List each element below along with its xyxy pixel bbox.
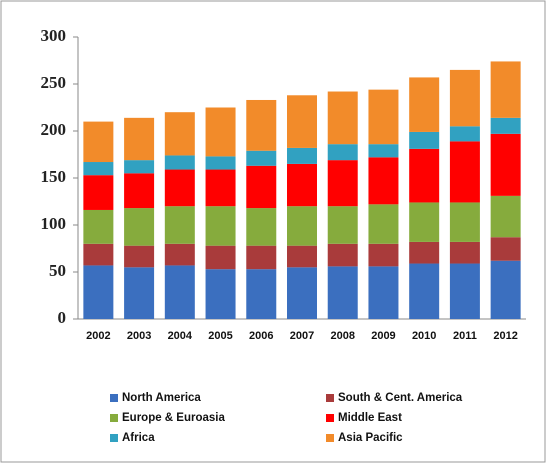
legend-label: Europe & Euroasia	[122, 412, 225, 424]
bar-segment	[205, 269, 236, 319]
legend-swatch	[110, 434, 118, 442]
bar-segment	[449, 241, 480, 264]
legend-label: North America	[122, 392, 201, 404]
x-tick-label: 2012	[493, 330, 517, 342]
bar-segment	[368, 204, 399, 244]
bar-segment	[449, 263, 480, 319]
bar-segment	[83, 243, 114, 266]
bar-segment	[124, 245, 155, 268]
y-tick-label: 150	[41, 167, 67, 186]
bar-segment	[490, 133, 521, 196]
bar-segment	[368, 157, 399, 205]
x-tick-label: 2009	[371, 330, 395, 342]
bar-segment	[83, 265, 114, 319]
x-tick-label: 2008	[330, 330, 354, 342]
y-tick-label: 200	[41, 120, 67, 139]
bar-segment	[164, 112, 195, 156]
bar-segment	[83, 209, 114, 244]
bar-segment	[124, 160, 155, 174]
legend-label: South & Cent. America	[338, 392, 463, 404]
legend-swatch	[326, 434, 334, 442]
bar-segment	[164, 265, 195, 319]
bar-segment	[327, 144, 358, 161]
legend-swatch	[110, 394, 118, 402]
bar-segment	[287, 267, 317, 319]
bar-segment	[490, 195, 521, 238]
bar-segment	[409, 77, 440, 132]
bar-segment	[205, 206, 236, 246]
bar-segment	[409, 263, 440, 319]
legend-swatch	[326, 414, 334, 422]
bar-segment	[449, 69, 480, 127]
bar-segment	[164, 169, 195, 207]
bar-segment	[124, 173, 155, 209]
y-tick-label: 100	[41, 214, 67, 233]
bar-segment	[327, 160, 358, 207]
bar-segment	[83, 175, 114, 210]
bar-segment	[124, 208, 155, 246]
x-tick-label: 2007	[290, 330, 314, 342]
bar-segment	[368, 89, 399, 145]
x-tick-label: 2011	[453, 330, 477, 342]
bar-segment	[449, 126, 480, 142]
bar-segment	[287, 245, 317, 268]
bar-segment	[246, 208, 277, 246]
bar-segment	[409, 131, 440, 149]
legend-swatch	[110, 414, 118, 422]
bar-segment	[205, 169, 236, 207]
x-tick-label: 2003	[127, 330, 151, 342]
bar-segment	[449, 202, 480, 242]
bar-segment	[490, 260, 521, 319]
bar-segment	[205, 245, 236, 270]
bar-segment	[124, 117, 155, 161]
bar-segment	[327, 243, 358, 267]
bar-segment	[327, 206, 358, 244]
bar-segment	[246, 99, 277, 151]
bar-segment	[287, 163, 317, 207]
bar-segment	[246, 150, 277, 166]
bar-segment	[368, 243, 399, 267]
legend-swatch	[326, 394, 334, 402]
bar-segment	[327, 91, 358, 145]
bar-segment	[287, 95, 317, 148]
bar-segment	[490, 237, 521, 261]
legend-label: Africa	[122, 432, 155, 444]
bar-segment	[368, 266, 399, 319]
bar-segment	[164, 243, 195, 266]
x-tick-label: 2005	[208, 330, 232, 342]
legend-label: Asia Pacific	[338, 432, 403, 444]
y-tick-label: 250	[41, 73, 67, 92]
bar-segment	[287, 206, 317, 246]
legend-label: Middle East	[338, 412, 402, 424]
bar-segment	[246, 269, 277, 319]
bar-segment	[409, 148, 440, 203]
y-tick-label: 50	[49, 261, 66, 280]
bar-segment	[205, 156, 236, 170]
bar-segment	[246, 245, 277, 270]
bar-segment	[164, 155, 195, 170]
x-tick-label: 2004	[168, 330, 193, 342]
bar-segment	[449, 141, 480, 203]
bar-segment	[205, 107, 236, 157]
bar-segment	[490, 61, 521, 118]
bar-segment	[409, 241, 440, 264]
bar-segment	[83, 162, 114, 176]
x-tick-label: 2002	[86, 330, 110, 342]
y-tick-label: 300	[41, 26, 67, 45]
bar-segment	[368, 144, 399, 158]
bar-segment	[83, 121, 114, 163]
bar-segment	[124, 267, 155, 319]
bar-segment	[409, 202, 440, 242]
bar-segment	[490, 117, 521, 134]
bar-segment	[327, 266, 358, 319]
y-tick-label: 0	[58, 308, 67, 327]
bar-segment	[164, 206, 195, 244]
bar-segment	[287, 147, 317, 164]
x-tick-label: 2006	[249, 330, 273, 342]
x-tick-label: 2010	[412, 330, 436, 342]
bar-segment	[246, 165, 277, 209]
